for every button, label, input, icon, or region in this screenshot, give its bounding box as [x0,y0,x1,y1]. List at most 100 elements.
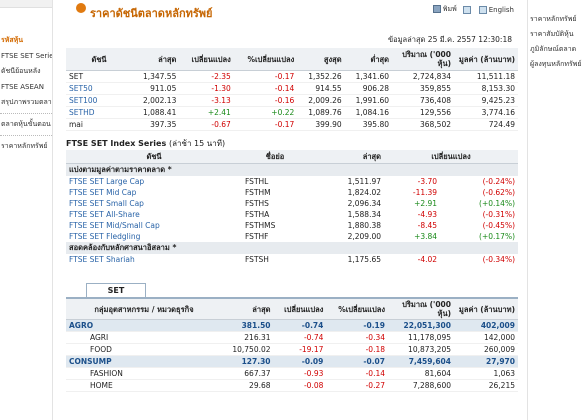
table-cell: 216.31 [222,331,274,344]
table-cell: 399.90 [297,118,345,131]
sector-name[interactable]: AGRI [66,331,222,344]
table-cell: -0.19 [326,319,388,332]
left-nav-item-3[interactable]: ดัชนีย้อนหลัง [1,67,41,75]
table-cell: 142,000 [454,331,518,344]
left-nav-item-2[interactable]: FTSE SET Series [1,52,52,60]
table-cell: 736,408 [392,94,454,107]
table-cell: 10,873,205 [388,343,454,356]
table-cell: -8.45 [417,221,438,230]
table-cell: -0.18 [326,343,388,356]
table-cell: -0.08 [273,379,327,392]
table-cell: -0.14 [233,82,298,95]
table-cell: -0.07 [326,355,388,368]
table-cell: +3.84 [414,232,438,241]
col-header: เปลี่ยนแปลง [384,150,518,164]
ftse-table-body: แบ่งตามมูลค่าตามราคาตลาด * FTSE SET Large… [66,163,518,266]
col-header: กลุ่มอุตสาหกรรม / หมวดธุรกิจ [66,299,222,320]
table-cell: 911.05 [132,82,180,95]
sector-table: กลุ่มอุตสาหกรรม / หมวดธุรกิจ ล่าสุด เปลี… [66,299,518,392]
ftse-group-label: แบ่งตามมูลค่าตามราคาตลาด * [66,163,518,176]
table-cell: 667.37 [222,367,274,380]
table-cell: 27,970 [454,355,518,368]
right-nav-item-2[interactable]: ภูมิลักษณ์ตลาด [530,45,577,53]
ftse-index-link[interactable]: FTSE SET Small Cap [69,199,144,208]
ftse-group-label: สอดคล้องกับหลักศาสนาอิสลาม * [66,242,518,254]
ftse-index-link[interactable]: FTSE SET Shariah [69,255,135,264]
subsector-row: FOOD 10,750.02 -19.17 -0.18 10,873,205 260,00… [66,343,518,356]
tab-set[interactable]: SET [86,283,146,297]
table-cell: (-0.45%) [482,221,515,230]
index-name[interactable]: SETHD [66,106,132,119]
sector-name[interactable]: CONSUMP [66,355,222,368]
ftse-index-link[interactable]: FTSE SET Mid/Small Cap [69,221,160,230]
print-link[interactable]: พิมพ์ [432,4,457,15]
table-cell: -4.02 [417,255,438,264]
index-name[interactable]: SET100 [66,94,132,107]
table-cell: (-0.24%) [482,177,515,186]
sector-name[interactable]: AGRO [66,319,222,332]
table-cell: FSTSH [245,255,269,264]
table-cell: -0.16 [233,94,298,107]
left-nav-item-5[interactable]: สรุปภาพรวมตลาดหลักทรัพย์ [1,98,52,106]
ftse-index-link[interactable]: FTSE SET Fledgling [69,232,141,241]
left-nav-item-1[interactable]: รหัสหุ้น [1,36,24,44]
table-cell: (+0.14%) [479,199,515,208]
table-cell: -0.17 [233,118,298,131]
left-nav-item-4[interactable]: FTSE ASEAN [1,83,44,91]
thai-link[interactable] [462,5,473,14]
table-cell: 368,502 [392,118,454,131]
table-cell: 3,774.16 [454,106,518,119]
table-cell: 260,009 [454,343,518,356]
table-cell: -0.17 [233,70,298,83]
table-cell: 2,096.34 [347,199,381,208]
table-cell: -0.74 [273,319,327,332]
table-row: SET100 2,002.13 -3.13 -0.16 2,009.26 1,991.60… [66,94,518,107]
table-cell: (+0.17%) [479,232,515,241]
table-row: SET 1,347.55 -2.35 -0.17 1,352.26 1,341.60 2,7… [66,70,518,83]
left-nav-item-9[interactable]: ราคาหลักทรัพย์ [1,142,48,150]
table-cell: 2,209.00 [347,232,381,241]
table-cell: 724.49 [454,118,518,131]
ftse-index-link[interactable]: FTSE SET Mid Cap [69,188,137,197]
table-cell: -3.13 [179,94,234,107]
left-nav-spacer [0,8,52,32]
table-cell: 381.50 [222,319,274,332]
index-name[interactable]: mai [66,118,132,131]
table-cell: +2.41 [179,106,234,119]
table-cell: 914.55 [297,82,345,95]
table-cell: -0.09 [273,355,327,368]
ftse-index-link[interactable]: FTSE SET Large Cap [69,177,145,186]
col-header: ล่าสุด [308,150,384,164]
right-nav: ราคาหลักทรัพย์ ราคาสัมบัติหุ้น ภูมิลักษณ… [527,0,583,420]
sector-name[interactable]: HOME [66,379,222,392]
sector-name[interactable]: FOOD [66,343,222,356]
flag-icon [478,5,487,14]
market-tabs: SET [66,279,518,299]
table-cell: -0.14 [326,367,388,380]
ftse-index-link[interactable]: FTSE SET All-Share [69,210,140,219]
ftse-title[interactable]: FTSE SET Index Series [66,139,167,148]
table-cell: 402,009 [454,319,518,332]
ftse-group-row: แบ่งตามมูลค่าตามราคาตลาด * [66,163,518,176]
printer-icon [432,5,441,13]
col-header: ปริมาณ ('000 หุ้น) [392,48,454,71]
col-header: ล่าสุด [132,48,180,71]
table-cell: -4.93 [417,210,438,219]
index-name[interactable]: SET50 [66,82,132,95]
table-cell: 29.68 [222,379,274,392]
table-cell: 1,175.65 [347,255,381,264]
table-cell: 81,604 [388,367,454,380]
index-name[interactable]: SET [66,70,132,83]
ftse-group-row: สอดคล้องกับหลักศาสนาอิสลาม * [66,242,518,254]
right-nav-item-1[interactable]: ราคาสัมบัติหุ้น [530,30,574,38]
table-cell: FSTHA [245,210,270,219]
table-cell: 127.30 [222,355,274,368]
table-cell: -0.93 [273,367,327,380]
left-nav-divider [0,113,52,114]
right-nav-item-3[interactable]: ผู้ลงทุนหลักทรัพย์ [530,60,582,68]
left-nav-item-7[interactable]: ตลาดหุ้นขั้นตอน [1,120,51,128]
sector-name[interactable]: FASHION [66,367,222,380]
english-link[interactable]: English [478,5,514,14]
right-nav-item-0[interactable]: ราคาหลักทรัพย์ [530,15,577,23]
table-row: FTSE SET Shariah FSTSH 1,175.65 -4.02 (-0.34… [66,254,518,265]
